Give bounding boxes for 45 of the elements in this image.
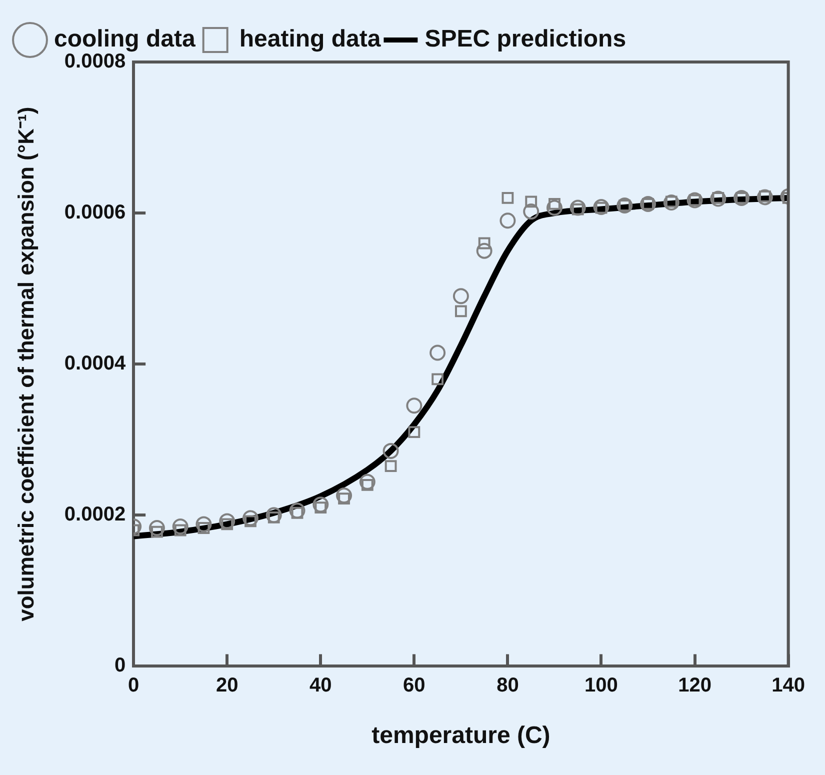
point xyxy=(452,288,469,304)
point xyxy=(710,190,726,207)
point xyxy=(406,398,422,414)
point xyxy=(219,513,236,530)
x-tick-label: 60 xyxy=(403,674,426,697)
point xyxy=(242,510,258,526)
y-tick-label: 0 xyxy=(114,654,126,677)
point xyxy=(523,204,540,220)
x-tick-label: 100 xyxy=(584,674,618,697)
point xyxy=(502,192,514,204)
point xyxy=(196,516,212,532)
y-tick-label: 0.0006 xyxy=(64,202,126,224)
point xyxy=(756,189,773,206)
legend-label: SPEC predictions xyxy=(424,26,626,53)
legend-label: cooling data xyxy=(54,26,196,53)
y-tick-label: 0.0004 xyxy=(64,352,126,375)
x-tick-label: 40 xyxy=(310,674,332,697)
point xyxy=(359,474,376,490)
point xyxy=(432,373,444,386)
x-tick-label: 140 xyxy=(772,674,806,697)
point xyxy=(454,305,467,318)
y-axis-title: volumetric coefficient of thermal expansion (°K⁻¹) xyxy=(13,106,38,622)
point xyxy=(336,488,352,504)
point xyxy=(172,518,188,534)
point xyxy=(382,442,399,459)
point xyxy=(570,200,586,216)
point xyxy=(266,507,282,524)
point xyxy=(312,496,329,513)
point xyxy=(148,520,165,536)
y-tick-label: 0.0002 xyxy=(64,504,126,526)
x-axis-title: temperature (C) xyxy=(372,722,550,750)
legend-label: heating data xyxy=(239,26,382,53)
point xyxy=(408,426,420,438)
point xyxy=(525,196,538,208)
x-tick-label: 80 xyxy=(496,674,519,697)
point xyxy=(476,242,492,259)
x-tick-label: 120 xyxy=(678,674,712,697)
point xyxy=(546,200,562,216)
y-tick-label: 0.0008 xyxy=(64,50,126,73)
point xyxy=(384,460,397,472)
point xyxy=(289,502,306,519)
x-tick-label: 20 xyxy=(216,674,238,697)
point xyxy=(430,344,446,361)
point xyxy=(478,237,490,250)
point xyxy=(500,212,516,229)
